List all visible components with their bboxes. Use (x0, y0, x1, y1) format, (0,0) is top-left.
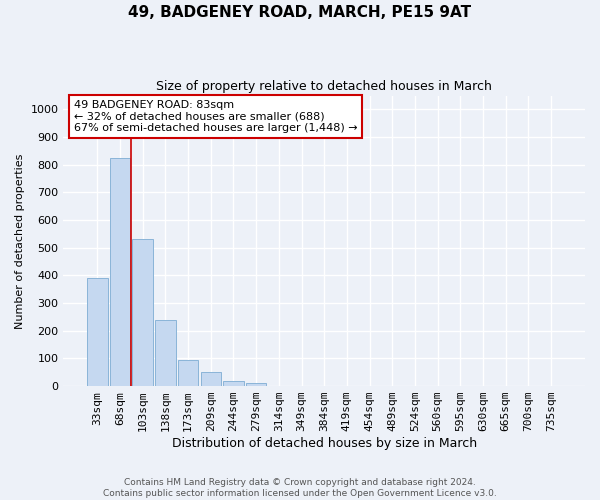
Y-axis label: Number of detached properties: Number of detached properties (15, 153, 25, 328)
Bar (110, 158, 130, 386)
Bar (200, 372, 221, 386)
Bar (87, 278, 107, 386)
Text: Contains HM Land Registry data © Crown copyright and database right 2024.
Contai: Contains HM Land Registry data © Crown c… (103, 478, 497, 498)
Bar (223, 380, 244, 386)
Text: 49 BADGENEY ROAD: 83sqm
← 32% of detached houses are smaller (688)
67% of semi-d: 49 BADGENEY ROAD: 83sqm ← 32% of detache… (74, 100, 358, 133)
Bar (178, 360, 198, 386)
Text: 49, BADGENEY ROAD, MARCH, PE15 9AT: 49, BADGENEY ROAD, MARCH, PE15 9AT (128, 5, 472, 20)
Bar (155, 320, 176, 386)
Bar (246, 384, 266, 386)
Title: Size of property relative to detached houses in March: Size of property relative to detached ho… (156, 80, 492, 93)
X-axis label: Distribution of detached houses by size in March: Distribution of detached houses by size … (172, 437, 477, 450)
Bar (133, 240, 153, 386)
